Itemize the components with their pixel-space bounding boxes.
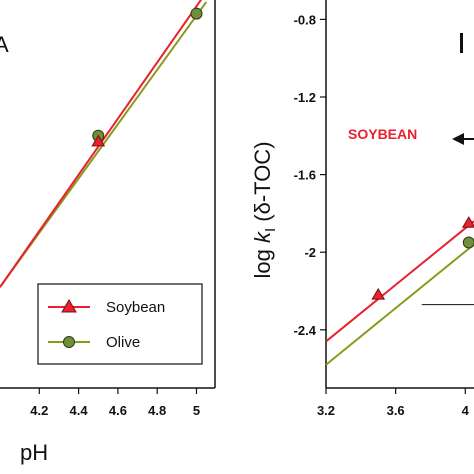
legend-soybean-label: Soybean	[106, 299, 165, 316]
panel-b-fit-line-olive	[325, 243, 474, 366]
soybean-annotation: SOYBEAN	[348, 126, 417, 142]
panel-a-x-tick-label: 4.4	[70, 403, 89, 418]
legend-soybean-marker	[61, 299, 77, 313]
panel-a-point-olive	[190, 7, 203, 20]
panel-b-letter	[460, 33, 463, 53]
panel-b-y-tick-label: -1.6	[294, 168, 316, 183]
panel-a: 4.2 4.4 4.6 4.8 5 A pH Soybean Olive	[0, 0, 216, 465]
panel-b-y-tick-label: -2.4	[294, 323, 317, 338]
panel-b-point-olive	[462, 236, 474, 249]
panel-b-ylabel-k: k	[250, 231, 275, 243]
annotation-arrow	[452, 133, 474, 145]
panel-a-xlabel: pH	[20, 440, 48, 465]
panel-b-x-tick-label: 4	[462, 403, 470, 418]
panel-b-point-soybean	[461, 216, 474, 228]
panel-b-point-soybean	[371, 287, 386, 300]
panel-b-ylabel-log: log	[250, 243, 275, 278]
panel-b-ylabel-rest: (δ-TOC)	[250, 141, 275, 227]
legend-olive-marker	[63, 336, 75, 348]
panel-b-y-tick-label: -2	[304, 245, 316, 260]
panel-a-x-tick-label: 4.6	[109, 403, 127, 418]
panel-b-y-tick-label: -1.2	[294, 90, 316, 105]
panel-a-point-soybean	[91, 134, 106, 147]
panel-a-fit-line-soybean	[0, 0, 203, 288]
panel-a-x-tick-label: 5	[193, 403, 200, 418]
panel-b-x-tick-label: 3.6	[387, 403, 405, 418]
panel-b: -0.8 -1.2 -1.6 -2 -2.4 3.2 3.6 4 log kI (δ-TOC…	[250, 0, 474, 418]
legend-box	[37, 283, 203, 365]
panel-b-ylabel-sub: I	[262, 228, 279, 232]
panel-a-x-tick-label: 4.8	[148, 403, 166, 418]
legend: Soybean Olive	[37, 283, 203, 365]
legend-olive-label: Olive	[106, 334, 140, 351]
panel-a-letter: A	[0, 32, 9, 57]
panel-a-x-tick-label: 4.2	[30, 403, 48, 418]
panel-b-x-tick-label: 3.2	[317, 403, 335, 418]
panel-b-fit-line-soybean	[325, 220, 474, 343]
panel-b-ylabel: log kI (δ-TOC)	[250, 141, 279, 278]
panel-b-y-tick-label: -0.8	[294, 12, 316, 27]
